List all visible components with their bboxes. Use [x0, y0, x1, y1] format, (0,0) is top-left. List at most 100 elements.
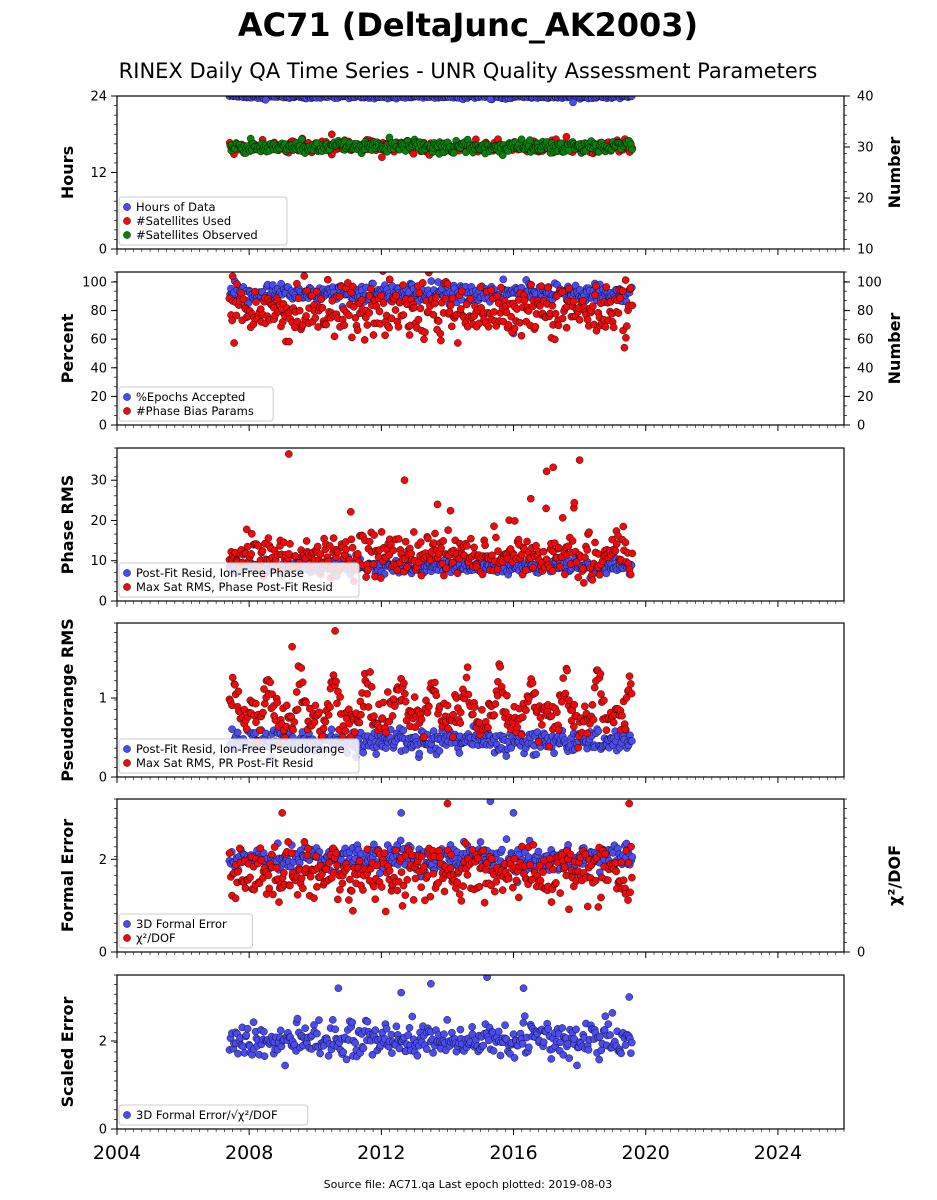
point: [276, 1026, 285, 1035]
outlier-point: [284, 450, 293, 458]
outlier-point: [331, 627, 339, 635]
point: [392, 846, 400, 855]
point: [464, 690, 473, 699]
point: [393, 886, 402, 895]
point: [286, 540, 294, 548]
point: [558, 514, 567, 522]
point: [364, 703, 373, 711]
point: [281, 1061, 289, 1070]
point: [626, 570, 635, 579]
point: [234, 1049, 242, 1058]
point: [408, 851, 416, 860]
y-right-tick-label: 40: [857, 90, 874, 105]
point: [529, 563, 537, 572]
legend-entry: χ²/DOF: [136, 931, 176, 945]
point: [597, 893, 605, 902]
point: [319, 724, 328, 733]
point: [302, 312, 310, 320]
point: [531, 689, 540, 697]
points-2: [225, 272, 637, 352]
point: [588, 576, 597, 584]
point: [628, 873, 636, 882]
outlier-point: [261, 96, 270, 104]
point: [332, 849, 341, 857]
point: [256, 844, 265, 853]
legend-marker: [123, 393, 131, 401]
point: [537, 282, 546, 290]
point: [504, 321, 513, 329]
point: [313, 1029, 321, 1038]
point: [365, 308, 374, 317]
point: [466, 295, 475, 303]
point: [293, 317, 302, 326]
point: [580, 579, 588, 587]
point: [594, 903, 603, 911]
point: [532, 750, 541, 759]
point: [347, 887, 356, 895]
point: [583, 315, 592, 324]
legend-entry: Post-Fit Resid, Ion-Free Pseudorange: [136, 742, 344, 756]
point: [357, 296, 366, 304]
point: [234, 867, 242, 876]
point: [479, 846, 488, 855]
point: [538, 721, 546, 729]
point: [410, 693, 419, 701]
point: [529, 841, 538, 849]
point: [235, 844, 244, 853]
point: [444, 724, 452, 733]
point: [351, 314, 360, 322]
point: [389, 546, 398, 555]
series-6-1: [225, 975, 636, 1070]
point: [416, 538, 425, 547]
point: [618, 287, 627, 295]
point: [297, 664, 306, 672]
point: [444, 526, 452, 534]
point: [589, 302, 597, 310]
legend-box: [118, 386, 274, 422]
point: [581, 553, 589, 562]
point: [287, 849, 296, 857]
point: [601, 850, 610, 858]
point: [628, 145, 636, 154]
point: [554, 321, 563, 330]
point: [403, 876, 412, 884]
legend-marker: [123, 231, 131, 239]
point: [369, 331, 378, 339]
point: [310, 718, 319, 727]
point: [516, 318, 524, 327]
point: [260, 1027, 268, 1036]
point: [260, 1052, 269, 1060]
point: [392, 291, 401, 300]
point: [592, 282, 600, 290]
point: [556, 563, 564, 571]
point: [297, 874, 306, 883]
point: [473, 854, 482, 863]
point: [601, 323, 610, 331]
legend: Post-Fit Resid, Ion-Free PseudorangeMax …: [118, 738, 360, 774]
point: [307, 291, 316, 300]
point: [379, 698, 388, 707]
point: [342, 545, 350, 554]
point: [510, 517, 519, 525]
point: [377, 291, 386, 300]
outlier-point: [443, 799, 452, 808]
point: [380, 849, 389, 857]
point: [346, 875, 354, 884]
point: [362, 573, 370, 581]
point: [336, 693, 344, 701]
point: [292, 688, 301, 696]
point: [290, 718, 299, 726]
y-tick-label: 30: [90, 474, 107, 489]
point: [381, 331, 389, 340]
point: [492, 533, 500, 542]
point: [456, 708, 465, 717]
point: [554, 726, 563, 734]
point: [539, 868, 547, 876]
point: [463, 663, 472, 672]
point: [496, 663, 505, 671]
point: [255, 726, 264, 735]
point: [377, 528, 386, 536]
point: [458, 287, 466, 296]
series-1-3: [226, 133, 636, 159]
